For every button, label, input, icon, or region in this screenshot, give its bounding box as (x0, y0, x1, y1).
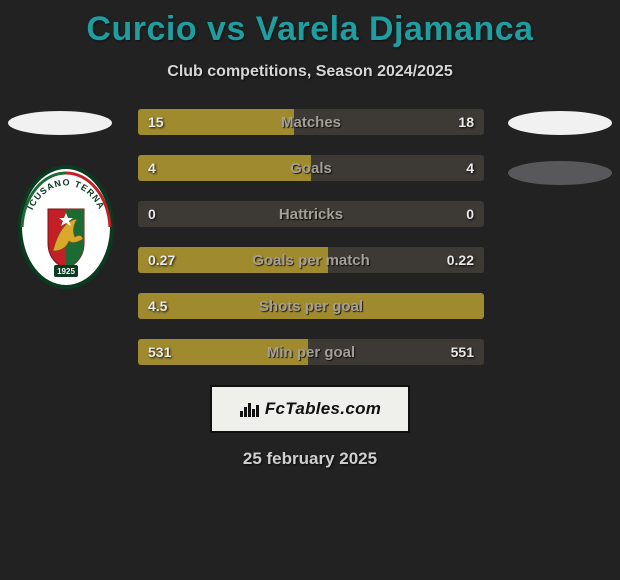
stat-row: Goals44 (138, 155, 484, 181)
stat-bar-right (294, 109, 484, 135)
crest-year: 1925 (57, 267, 75, 276)
right-player-crest-placeholder (508, 161, 612, 185)
stat-bar-right (308, 339, 484, 365)
brand-badge: FcTables.com (210, 385, 410, 433)
stat-bar-left (138, 109, 294, 135)
stat-value-left: 0 (148, 201, 156, 227)
stat-bar-left (138, 155, 311, 181)
right-player-avatar-placeholder (508, 111, 612, 135)
stat-bar-right (328, 247, 484, 273)
stat-bar-left (138, 339, 308, 365)
stat-row: Matches1518 (138, 109, 484, 135)
left-player-crest: UNICUSANO TERNANA 1925 (18, 165, 114, 289)
left-player-avatar-placeholder (8, 111, 112, 135)
stat-label: Hattricks (138, 201, 484, 227)
stat-bars: Matches1518 Goals44 Hattricks0 0 Goals per m… (138, 109, 484, 365)
comparison-area: UNICUSANO TERNANA 1925 Matches1518 Goals4… (0, 109, 620, 365)
stat-bar-left (138, 293, 484, 319)
stat-row: Min per goal531551 (138, 339, 484, 365)
brand-bars-icon (239, 399, 259, 419)
stat-row: Hattricks0 0 (138, 201, 484, 227)
stat-row: Shots per goal4.5 (138, 293, 484, 319)
stat-value-right: 0 (466, 201, 474, 227)
stat-row: Goals per match0.270.22 (138, 247, 484, 273)
stat-bar-left (138, 247, 328, 273)
generated-date: 25 february 2025 (0, 449, 620, 469)
stat-bar-right (311, 155, 484, 181)
page-subtitle: Club competitions, Season 2024/2025 (0, 63, 620, 81)
brand-text: FcTables.com (265, 399, 381, 419)
page-title: Curcio vs Varela Djamanca (0, 0, 620, 49)
